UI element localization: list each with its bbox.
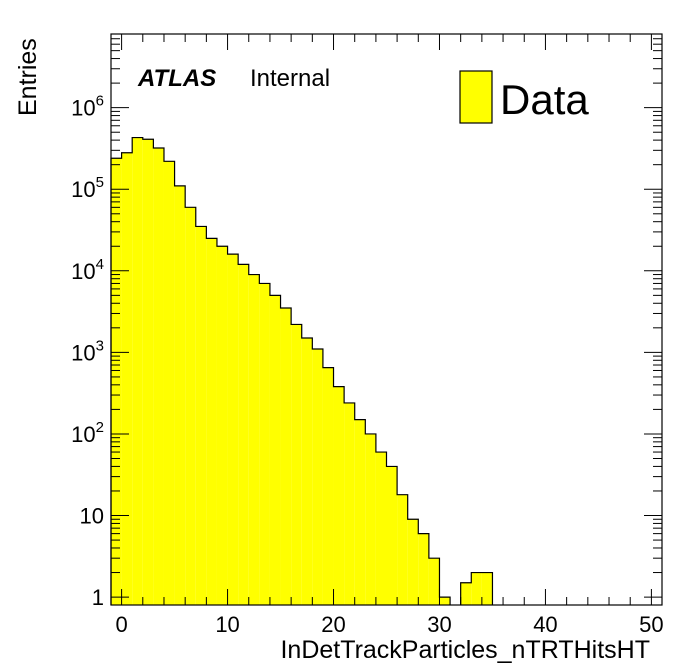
y-tick-label: 104 — [71, 256, 104, 284]
histogram-bar — [216, 246, 228, 605]
histogram-bar — [322, 367, 334, 605]
x-axis-ticks: 0 10 20 30 40 50 — [115, 34, 664, 637]
axes-frame — [110, 33, 663, 606]
x-tick-label: 20 — [321, 612, 345, 637]
atlas-label: ATLAS — [137, 65, 216, 92]
legend-label: Data — [500, 76, 589, 123]
histogram-bar — [121, 152, 133, 605]
y-tick-label: 1 — [92, 585, 104, 610]
atlas-status-label: Internal — [250, 65, 330, 92]
histogram-bar — [386, 466, 398, 605]
legend-swatch — [459, 70, 493, 124]
x-tick-label: 10 — [215, 612, 239, 637]
histogram-bar — [269, 295, 281, 605]
histogram-bar — [238, 264, 249, 605]
histogram-bar — [471, 572, 482, 605]
histogram-bar — [344, 402, 355, 605]
histogram-bar — [428, 558, 440, 605]
x-tick-label: 0 — [115, 612, 127, 637]
histogram-bar — [418, 533, 429, 605]
histogram-bar — [185, 207, 196, 605]
histogram-bar — [354, 419, 366, 605]
histogram-bars — [110, 136, 494, 606]
y-tick-label: 10 — [80, 504, 104, 529]
histogram-bar — [174, 185, 186, 605]
histogram-bar — [333, 386, 345, 605]
plot-frame — [110, 33, 663, 606]
histogram-bar — [312, 349, 323, 605]
histogram-bar — [280, 308, 292, 605]
histogram-bar — [142, 139, 154, 605]
y-tick-label: 105 — [71, 174, 104, 202]
histogram-bar — [163, 161, 175, 606]
x-tick-label: 50 — [639, 612, 663, 637]
histogram-bar — [195, 226, 207, 606]
y-tick-label: 106 — [71, 93, 104, 121]
histogram-bar — [206, 238, 217, 605]
histogram-bar — [259, 283, 270, 605]
histogram-bar — [153, 148, 164, 605]
x-tick-label: 30 — [427, 612, 451, 637]
x-axis-title: InDetTrackParticles_nTRTHitsHT — [280, 636, 650, 664]
histogram-bar — [439, 597, 451, 605]
histogram-bar — [227, 254, 239, 605]
histogram-bar — [291, 324, 302, 605]
y-tick-label: 102 — [71, 419, 104, 447]
x-tick-label: 40 — [533, 612, 557, 637]
histogram-bar — [301, 338, 313, 605]
histogram-bar — [407, 519, 419, 605]
histogram-bar — [132, 137, 143, 606]
histogram-bar — [111, 158, 122, 605]
y-axis-ticks: 1 10 102 103 104 105 106 — [71, 33, 662, 610]
y-tick-label: 103 — [71, 337, 104, 365]
histogram-bar — [365, 433, 376, 605]
histogram-bar — [460, 582, 472, 605]
y-axis-title: Entries — [14, 38, 42, 116]
histogram-bar — [375, 452, 387, 605]
histogram-bar — [248, 274, 260, 605]
histogram-bar — [481, 572, 493, 605]
histogram-bar — [397, 494, 408, 605]
histogram-outline — [110, 136, 494, 605]
